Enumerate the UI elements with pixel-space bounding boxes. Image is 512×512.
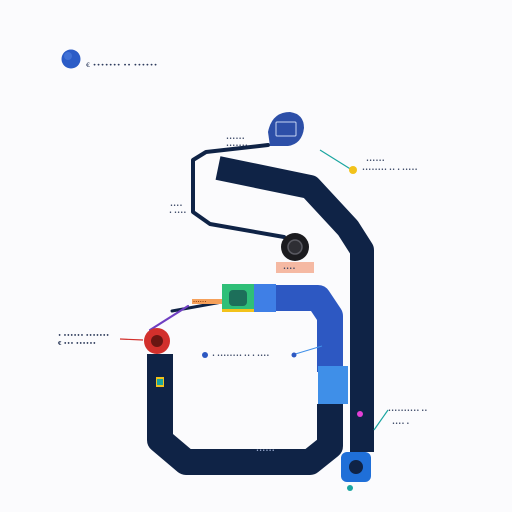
label-top-right-2: •••••••• •• • ••••• [362,167,418,173]
center-pointer-line [291,345,323,356]
red-pointer-line [119,338,144,341]
label-left-block-1: • •••••• ••••••• [58,333,109,339]
label-top-left-2: ••••••• [226,143,248,149]
label-orange-tag: •••••• [193,300,207,304]
label-center-line: • •••••••• •• • •••• [212,353,270,359]
orange-tag [192,299,222,304]
center-line-dot-left [202,352,208,358]
teal-pointer-line [319,149,353,171]
blue-band [272,285,343,372]
label-track: •••••• [256,448,275,454]
label-top-left-1: •••••• [226,136,245,142]
inner-loop [147,354,343,475]
header-dot [61,49,81,69]
purple-thin-line [148,304,190,332]
inner-loop-cap [147,354,173,372]
purple-marker [357,411,363,417]
label-bottom-right-1: •••••••••• •• [388,408,428,414]
center-chip [276,262,314,273]
top-node-icon [268,112,304,146]
label-mid-left-2: • •••• [169,210,187,216]
header-text: € ••••••• •• •••••• [86,61,158,69]
blue-band-light [318,366,348,404]
main-track-outer [215,156,374,452]
teal-dot [349,166,357,174]
center-line-dot-right [291,352,297,358]
teal-pointer-right [373,409,389,431]
label-top-right-1: •••••• [366,158,385,164]
blue-chip [254,284,276,312]
center-chip-label: •••• [283,266,296,272]
label-bottom-right-2: •••• • [392,421,410,427]
thin-track-top [191,143,286,239]
label-mid-left-1: •••• [170,203,183,209]
label-left-block-2: € ••• •••••• [57,341,96,347]
